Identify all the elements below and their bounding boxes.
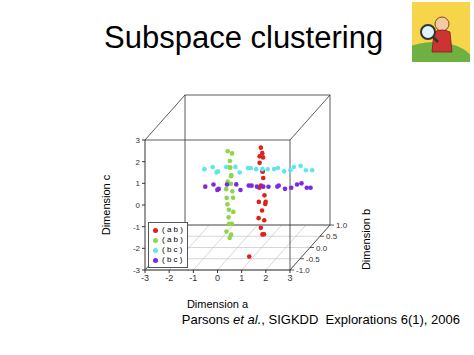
svg-text:-1: -1 bbox=[133, 223, 141, 232]
svg-text:Dimension a: Dimension a bbox=[187, 298, 249, 310]
svg-text:2: 2 bbox=[263, 273, 268, 283]
svg-text:3: 3 bbox=[287, 273, 292, 283]
svg-text:1: 1 bbox=[136, 179, 141, 188]
svg-text:-2: -2 bbox=[133, 244, 141, 253]
html-text:( b c ): ( b c ) bbox=[162, 255, 183, 264]
html-text:( a b ): ( a b ) bbox=[162, 225, 183, 234]
svg-text:-3: -3 bbox=[141, 273, 149, 283]
svg-text:-2: -2 bbox=[165, 273, 173, 283]
svg-text:-3: -3 bbox=[133, 266, 141, 275]
svg-text:-1.0: -1.0 bbox=[296, 266, 310, 275]
svg-text:0.5: 0.5 bbox=[326, 232, 338, 241]
html-text:( a b ): ( a b ) bbox=[162, 235, 183, 244]
svg-text:Dimension c: Dimension c bbox=[100, 174, 112, 235]
svg-text:1: 1 bbox=[239, 273, 244, 283]
html-text:Subspace clustering: Subspace clustering bbox=[104, 20, 384, 55]
svg-text:0: 0 bbox=[215, 273, 220, 283]
html-text:Parsons et al., SIGKDD Explora: Parsons et al., SIGKDD Explorations 6(1)… bbox=[181, 312, 460, 327]
svg-text:0.0: 0.0 bbox=[316, 244, 328, 253]
html-text:( b c ): ( b c ) bbox=[162, 245, 183, 254]
svg-text:2: 2 bbox=[136, 158, 141, 167]
svg-text:0: 0 bbox=[136, 201, 141, 210]
svg-text:1.0: 1.0 bbox=[336, 221, 348, 230]
svg-text:Dimension b: Dimension b bbox=[360, 209, 372, 270]
svg-text:-0.5: -0.5 bbox=[306, 255, 320, 264]
svg-text:-1: -1 bbox=[189, 273, 197, 283]
svg-text:3: 3 bbox=[136, 136, 141, 145]
